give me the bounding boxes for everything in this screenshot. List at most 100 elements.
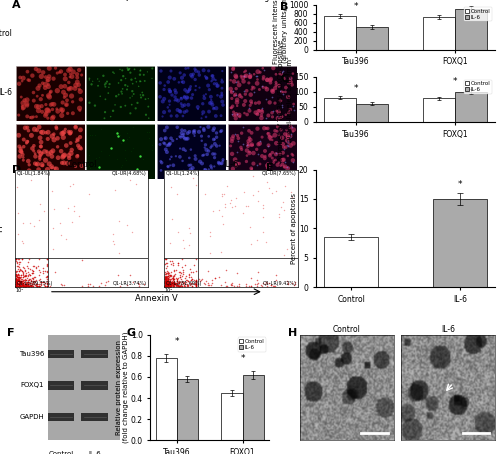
Point xyxy=(110,241,118,248)
Point xyxy=(18,281,25,289)
Text: PI: PI xyxy=(0,225,4,232)
Point xyxy=(34,281,42,288)
Text: 10⁰: 10⁰ xyxy=(15,288,23,293)
Point xyxy=(12,280,20,287)
Point xyxy=(166,279,173,286)
Point xyxy=(12,283,20,290)
Point xyxy=(114,271,122,279)
Point xyxy=(16,266,24,274)
Point xyxy=(168,281,176,288)
Point xyxy=(22,269,30,276)
Point xyxy=(15,282,23,290)
Point xyxy=(165,283,173,290)
Point xyxy=(164,273,172,281)
Point xyxy=(288,193,296,201)
Point xyxy=(230,282,238,289)
Point xyxy=(20,280,28,287)
Point xyxy=(170,271,178,278)
Point xyxy=(14,278,22,285)
Point xyxy=(166,260,174,267)
Point xyxy=(28,280,36,287)
Point xyxy=(12,282,20,290)
Point xyxy=(12,281,20,288)
Point xyxy=(116,217,124,224)
Point xyxy=(162,260,170,267)
Point xyxy=(173,277,181,284)
Point xyxy=(174,276,182,283)
Point xyxy=(163,279,171,286)
Point xyxy=(200,281,208,288)
Point xyxy=(226,196,234,203)
Point xyxy=(34,282,42,289)
Point xyxy=(12,280,20,287)
Point xyxy=(161,280,169,287)
Point xyxy=(291,280,299,287)
Point xyxy=(18,279,26,286)
Bar xyxy=(324,98,356,122)
Point xyxy=(283,245,291,252)
Point xyxy=(28,275,36,282)
Point xyxy=(266,281,274,289)
Point xyxy=(19,220,27,227)
Point xyxy=(43,267,51,274)
Point xyxy=(165,276,173,283)
Point xyxy=(179,269,187,276)
Point xyxy=(14,280,22,287)
Point xyxy=(14,270,22,277)
Point xyxy=(14,271,22,279)
Point xyxy=(232,194,240,202)
Point xyxy=(184,277,192,285)
Point xyxy=(161,276,169,283)
Point xyxy=(164,280,172,287)
Point xyxy=(26,219,34,227)
Point xyxy=(13,280,21,287)
Point xyxy=(174,280,182,287)
Point xyxy=(162,278,170,285)
Point xyxy=(15,283,23,290)
Point xyxy=(191,280,199,287)
Point xyxy=(209,207,217,214)
Point xyxy=(166,283,174,290)
Point xyxy=(170,275,178,282)
Point xyxy=(24,282,32,290)
Point xyxy=(22,283,30,290)
Text: H: H xyxy=(288,328,297,338)
Point xyxy=(16,281,24,289)
Point xyxy=(36,276,44,283)
Text: Q1-UR(7.65%): Q1-UR(7.65%) xyxy=(262,171,296,176)
Point xyxy=(20,272,28,280)
Point xyxy=(18,277,25,285)
Point xyxy=(24,281,32,289)
Point xyxy=(162,275,170,282)
Point xyxy=(16,271,24,278)
Point xyxy=(20,282,28,289)
Point xyxy=(262,278,270,286)
Point xyxy=(192,276,200,283)
Point xyxy=(226,199,234,207)
Point xyxy=(12,278,20,286)
Point xyxy=(27,283,35,290)
Point xyxy=(166,282,173,289)
Point xyxy=(175,283,183,290)
Point xyxy=(182,277,190,284)
Point xyxy=(254,276,262,284)
Point xyxy=(253,283,261,290)
Point xyxy=(17,278,25,286)
Point xyxy=(164,259,172,266)
Point xyxy=(167,280,175,287)
Point xyxy=(174,278,182,286)
Point xyxy=(14,273,22,280)
Point xyxy=(163,276,171,284)
Point xyxy=(176,282,184,290)
Point xyxy=(12,272,20,280)
Point xyxy=(162,265,170,272)
Point xyxy=(17,271,25,279)
Point xyxy=(12,276,20,284)
Point xyxy=(192,281,200,288)
Point xyxy=(14,276,22,284)
Point xyxy=(164,281,172,289)
Point xyxy=(172,280,179,287)
Point xyxy=(202,277,210,285)
Point xyxy=(168,281,175,288)
Point xyxy=(185,271,193,278)
